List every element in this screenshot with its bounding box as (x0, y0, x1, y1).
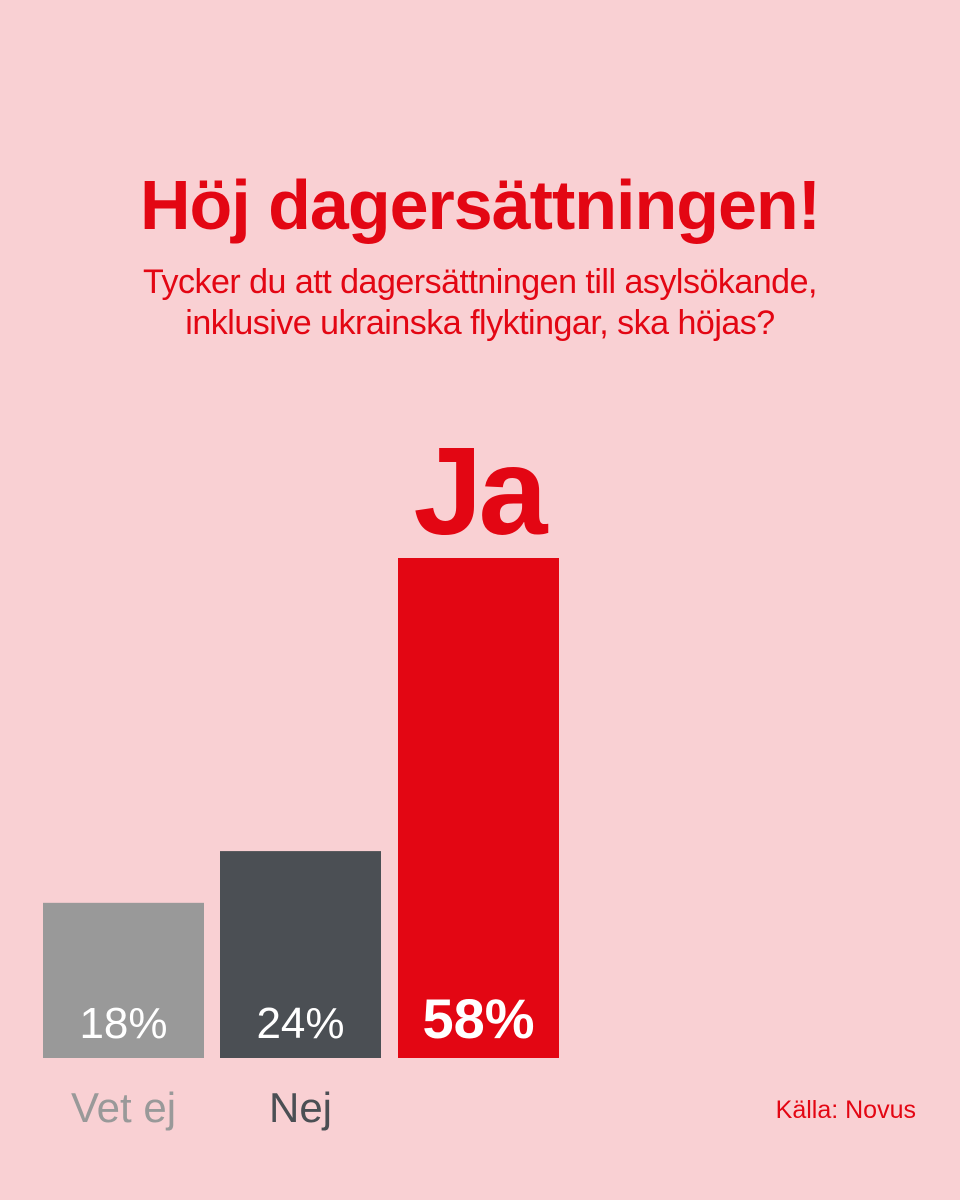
source-note: Källa: Novus (775, 1096, 916, 1124)
value-label-ja: 58% (422, 987, 534, 1050)
category-label-ja: Ja (414, 423, 549, 561)
value-label-nej: 24% (256, 999, 344, 1048)
category-label-vet-ej: Vet ej (71, 1084, 176, 1131)
category-label-nej: Nej (269, 1084, 332, 1131)
value-label-vet-ej: 18% (79, 999, 167, 1048)
bar-nej (220, 851, 381, 1058)
chart-subtitle: Tycker du att dagersättningen till asyls… (0, 262, 960, 345)
bar-vet-ej (43, 902, 204, 1058)
subtitle-line-2: inklusive ukrainska flyktingar, ska höja… (185, 304, 775, 343)
chart-title: Höj dagersättningen! (139, 166, 821, 244)
subtitle-line-1: Tycker du att dagersättningen till asyls… (143, 263, 817, 301)
bar-ja (398, 558, 559, 1058)
